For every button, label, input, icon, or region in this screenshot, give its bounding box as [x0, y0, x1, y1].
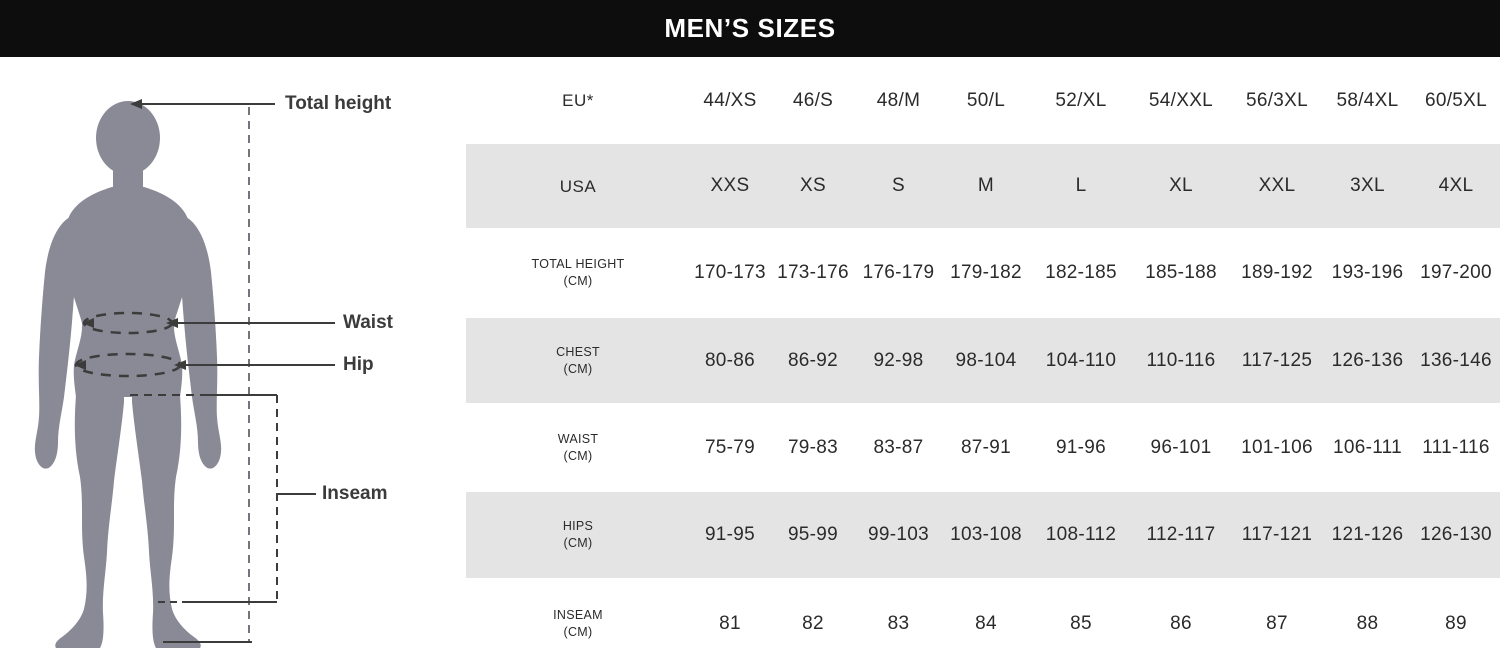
measurement-arrowheads — [74, 99, 186, 370]
size-cell: 98-104 — [955, 349, 1017, 371]
size-cell: 126-130 — [1420, 524, 1492, 545]
size-table: EU* 44/XS 46/S 48/M 50/L 52/XL 54/XXL 56… — [466, 57, 1500, 669]
size-cell: 84 — [975, 612, 997, 634]
size-cell: 104-110 — [1045, 349, 1117, 371]
size-cell: XXL — [1258, 175, 1296, 196]
size-cell: 54/XXL — [1148, 89, 1214, 111]
size-cell: 48/M — [876, 89, 921, 111]
size-cell: 103-108 — [950, 524, 1022, 545]
size-cell: 197-200 — [1420, 262, 1492, 283]
size-cell: 50/L — [966, 89, 1006, 111]
row-label: TOTAL HEIGHT — [531, 257, 625, 271]
size-row-waist: WAIST (CM) 75-79 79-83 83-87 87-91 91-96… — [466, 403, 1500, 492]
size-cell: 91-96 — [1055, 436, 1107, 458]
size-cell: 176-179 — [862, 262, 935, 283]
size-cell: 170-173 — [694, 262, 766, 283]
size-cell: 189-192 — [1241, 262, 1313, 283]
row-sublabel: (CM) — [563, 361, 593, 376]
inseam-label: Inseam — [322, 483, 388, 504]
size-cell: 136-146 — [1420, 349, 1492, 371]
size-cell: 182-185 — [1045, 262, 1117, 283]
page-title: MEN’S SIZES — [664, 13, 836, 43]
size-cell: 87 — [1266, 612, 1288, 634]
size-cell: 117-125 — [1241, 349, 1313, 371]
size-cell: 86-92 — [787, 349, 839, 371]
size-cell: 86 — [1170, 612, 1192, 634]
size-cell: 75-79 — [704, 436, 756, 458]
size-cell: 106-111 — [1332, 436, 1402, 458]
size-cell: 85 — [1070, 612, 1092, 634]
hip-label: Hip — [343, 354, 374, 375]
size-cell: 121-126 — [1331, 524, 1404, 545]
size-row-inseam: INSEAM (CM) 81 82 83 84 85 86 87 88 89 — [466, 578, 1500, 669]
body-measurement-figure: Total height Waist Hip Inseam — [0, 57, 460, 669]
size-cell: 99-103 — [868, 524, 929, 545]
row-label: USA — [559, 176, 597, 196]
size-row-usa: USA XXS XS S M L XL XXL 3XL 4XL — [466, 144, 1500, 228]
size-cell: 82 — [802, 612, 824, 634]
size-cell: 193-196 — [1331, 262, 1404, 283]
size-cell: 101-106 — [1241, 436, 1313, 458]
size-cell: 3XL — [1350, 175, 1385, 196]
row-sublabel: (CM) — [563, 448, 593, 463]
size-cell: 83 — [887, 612, 910, 634]
size-cell: 89 — [1445, 612, 1467, 634]
size-cell: 4XL — [1438, 175, 1474, 196]
row-label: HIPS — [562, 519, 594, 533]
size-cell: 60/5XL — [1424, 89, 1488, 111]
size-cell: 95-99 — [787, 524, 839, 545]
male-silhouette-diagram — [34, 99, 335, 648]
size-cell: XL — [1169, 175, 1193, 196]
size-cell: 52/XL — [1055, 89, 1107, 111]
size-cell: 126-136 — [1331, 349, 1404, 371]
size-cell: 111-116 — [1422, 436, 1490, 458]
size-cell: S — [892, 175, 905, 196]
size-cell: 173-176 — [777, 262, 849, 283]
size-cell: 117-121 — [1241, 524, 1313, 545]
row-label: WAIST — [557, 431, 599, 446]
size-cell: 110-116 — [1146, 349, 1216, 371]
size-cell: 46/S — [792, 89, 834, 111]
size-row-total-height: TOTAL HEIGHT (CM) 170-173 173-176 176-17… — [466, 228, 1500, 318]
size-cell: 44/XS — [703, 89, 757, 111]
row-label: INSEAM — [553, 607, 603, 622]
size-cell: 88 — [1356, 612, 1379, 634]
total-height-label: Total height — [285, 93, 392, 114]
size-cell: 87-91 — [960, 436, 1012, 458]
size-row-hips: HIPS (CM) 91-95 95-99 99-103 103-108 108… — [466, 492, 1500, 578]
size-cell: XXS — [710, 175, 750, 196]
row-label: EU* — [562, 91, 594, 110]
size-cell: 80-86 — [704, 349, 756, 371]
size-cell: 108-112 — [1045, 524, 1117, 545]
size-cell: 112-117 — [1146, 524, 1216, 545]
waist-label: Waist — [343, 312, 393, 333]
size-row-eu: EU* 44/XS 46/S 48/M 50/L 52/XL 54/XXL 56… — [466, 57, 1500, 144]
row-label: CHEST — [556, 344, 600, 359]
header-bar: MEN’S SIZES — [0, 0, 1500, 57]
size-cell: L — [1075, 175, 1087, 196]
size-cell: 91-95 — [704, 524, 756, 545]
size-cell: 185-188 — [1145, 262, 1217, 283]
size-cell: 83-87 — [873, 436, 924, 458]
size-cell: M — [977, 175, 995, 196]
size-cell: 56/3XL — [1245, 89, 1309, 111]
size-row-chest: CHEST (CM) 80-86 86-92 92-98 98-104 104-… — [466, 318, 1500, 403]
row-sublabel: (CM) — [563, 536, 593, 550]
size-cell: 79-83 — [787, 436, 839, 458]
size-cell: 96-101 — [1150, 436, 1212, 458]
row-sublabel: (CM) — [563, 624, 593, 639]
male-silhouette — [34, 101, 222, 648]
size-cell: 179-182 — [950, 262, 1022, 283]
row-sublabel: (CM) — [563, 274, 593, 288]
size-cell: 92-98 — [873, 349, 924, 371]
size-cell: XS — [800, 175, 826, 196]
size-cell: 58/4XL — [1336, 89, 1399, 111]
size-cell: 81 — [719, 612, 741, 634]
